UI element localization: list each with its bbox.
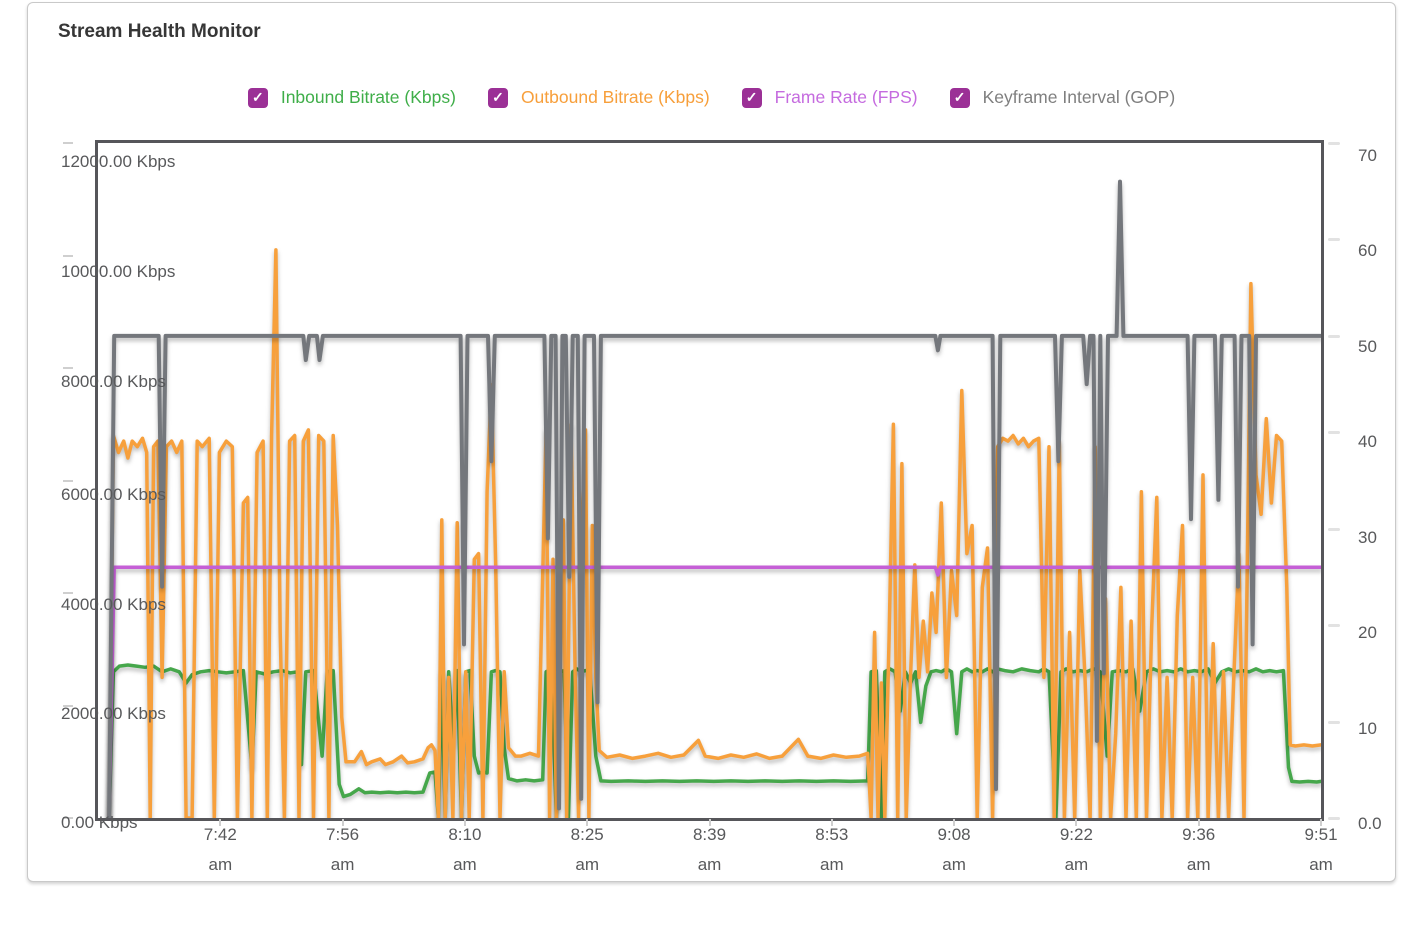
legend-checkbox-checked-icon[interactable]: ✓	[247, 87, 268, 108]
x-tick-label-meridiem: am	[942, 855, 966, 874]
y-right-tick-mark	[1328, 334, 1340, 338]
y-left-tick-label: 10000.00 Kbps	[61, 261, 176, 281]
y-left-tick-mark	[63, 142, 73, 144]
x-tick-mark	[830, 819, 833, 826]
x-tick-mark	[341, 819, 344, 826]
x-tick-label-meridiem: am	[1186, 855, 1211, 874]
y-right-tick-label: 50	[1358, 336, 1377, 356]
chart-legend: ✓ Inbound Bitrate (Kbps) ✓ Outbound Bitrate…	[28, 87, 1395, 108]
x-tick-mark	[953, 819, 956, 826]
x-tick-label-meridiem: am	[1064, 855, 1089, 874]
x-tick-label-time: 8:39	[692, 825, 727, 844]
y-right-tick-mark	[1328, 142, 1340, 145]
x-tick-label-meridiem: am	[1309, 855, 1333, 874]
x-tick-mark	[708, 819, 711, 826]
y-right-tick-mark	[1328, 527, 1340, 531]
series-line-frame-rate-fps	[107, 565, 1321, 818]
series-line-keyframe-interval-gop	[107, 179, 1321, 818]
x-tick-mark	[1197, 819, 1200, 826]
x-tick-label-time: 9:36	[1182, 825, 1216, 844]
y-left-tick-label: 0.00 Kbps	[61, 813, 138, 832]
x-tick-label-meridiem: am	[453, 855, 477, 874]
y-left-tick-label: 2000.00 Kbps	[61, 703, 166, 723]
y-left-tick-mark	[63, 479, 73, 482]
legend-checkbox-checked-icon[interactable]: ✓	[487, 87, 508, 108]
y-right-tick-label: 60	[1358, 241, 1377, 261]
x-tick-mark	[463, 819, 466, 826]
y-left-tick-mark	[63, 592, 73, 594]
y-left-tick-mark	[63, 817, 73, 819]
legend-checkbox-checked-icon[interactable]: ✓	[949, 87, 970, 108]
x-tick-mark	[219, 819, 222, 826]
x-tick-label-time: 7:56	[326, 825, 360, 844]
x-tick-label-meridiem: am	[575, 855, 599, 874]
x-tick-label-time: 8:25	[570, 825, 604, 844]
legend-checkbox-checked-icon[interactable]: ✓	[741, 87, 762, 108]
x-tick-label-time: 9:22	[1059, 825, 1093, 844]
y-right-tick-mark	[1328, 720, 1340, 724]
y-left-tick-label: 8000.00 Kbps	[61, 372, 166, 391]
x-tick-label-meridiem: am	[819, 855, 844, 874]
y-left-tick-mark	[63, 254, 73, 257]
y-left-tick-mark	[63, 367, 73, 369]
chart-card: Stream Health Monitor ✓ Inbound Bitrate (…	[27, 2, 1396, 882]
y-right-tick-mark	[1328, 624, 1340, 628]
y-right-tick-label: 20	[1358, 623, 1377, 643]
y-right-tick-label: 70	[1358, 146, 1377, 165]
series-line-outbound-bitrate-kbps	[107, 248, 1321, 818]
x-tick-mark	[586, 819, 589, 826]
x-tick-label-meridiem: am	[697, 855, 722, 874]
legend-label: Keyframe Interval (GOP)	[982, 87, 1176, 107]
y-right-tick-mark	[1328, 817, 1340, 820]
x-tick-label-time: 9:08	[937, 825, 971, 844]
x-tick-label-time: 7:42	[203, 825, 237, 844]
x-tick-label-time: 8:10	[448, 825, 482, 844]
y-right-tick-label: 10	[1358, 718, 1377, 738]
x-tick-label-time: 8:53	[815, 825, 849, 844]
y-left-tick-label: 12000.00 Kbps	[61, 152, 176, 171]
x-tick-label-meridiem: am	[208, 855, 233, 874]
x-tick-label-time: 9:51	[1304, 825, 1338, 844]
page-title: Stream Health Monitor	[58, 21, 261, 42]
y-right-tick-label: 0.0	[1358, 814, 1382, 833]
x-tick-label-meridiem: am	[330, 855, 355, 874]
y-right-tick-mark	[1328, 431, 1340, 435]
y-right-tick-label: 40	[1358, 432, 1377, 452]
x-tick-mark	[1075, 819, 1078, 826]
legend-label: Outbound Bitrate (Kbps)	[520, 87, 710, 107]
y-left-tick-label: 6000.00 Kbps	[61, 484, 166, 504]
x-tick-mark	[1320, 819, 1322, 826]
y-right-tick-mark	[1328, 238, 1340, 242]
legend-label: Inbound Bitrate (Kbps)	[280, 87, 456, 107]
legend-item-2[interactable]: ✓ Outbound Bitrate (Kbps)	[487, 87, 710, 108]
chart-canvas[interactable]	[98, 143, 1321, 818]
y-left-tick-mark	[63, 704, 73, 707]
legend-label: Frame Rate (FPS)	[774, 87, 918, 107]
legend-item-3[interactable]: ✓ Frame Rate (FPS)	[741, 87, 918, 108]
y-left-tick-label: 4000.00 Kbps	[61, 595, 166, 614]
legend-item-1[interactable]: ✓ Inbound Bitrate (Kbps)	[247, 87, 456, 108]
y-right-tick-label: 30	[1358, 527, 1377, 547]
legend-item-4[interactable]: ✓ Keyframe Interval (GOP)	[949, 87, 1176, 108]
